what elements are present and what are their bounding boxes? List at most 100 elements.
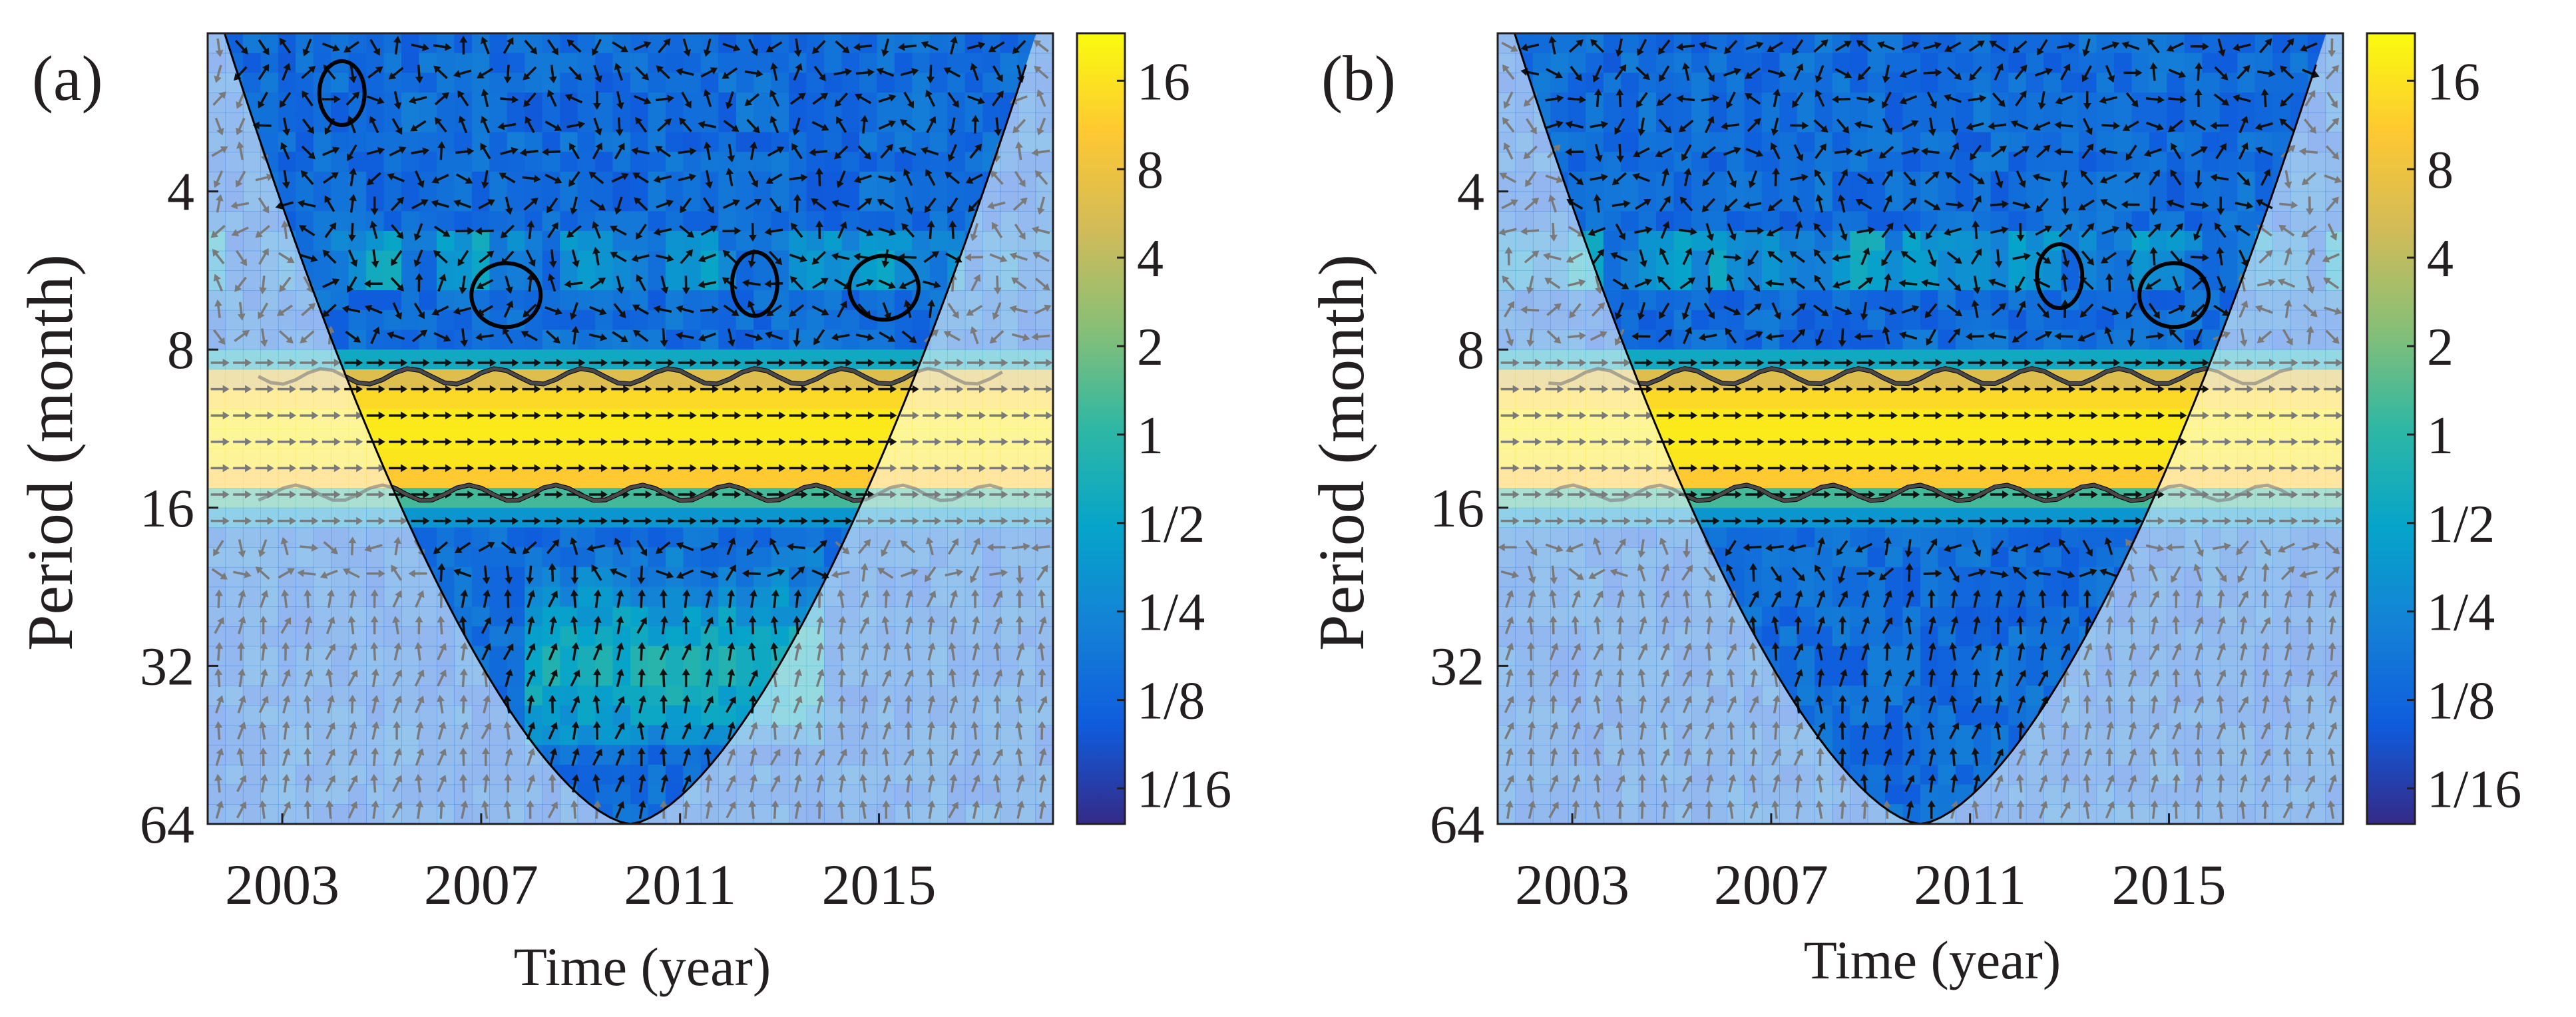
heatmap-cell-faded bbox=[348, 626, 367, 647]
heatmap-cell bbox=[683, 725, 702, 745]
heatmap-cell-faded bbox=[806, 725, 825, 745]
heatmap-cell-faded bbox=[419, 764, 437, 785]
heatmap-cell bbox=[612, 73, 631, 93]
heatmap-cell-faded bbox=[894, 488, 913, 508]
heatmap-cell-faded bbox=[1018, 468, 1036, 489]
heatmap-cell bbox=[753, 527, 772, 548]
heatmap-cell bbox=[859, 171, 878, 192]
heatmap-cell-faded bbox=[242, 666, 261, 686]
heatmap-cell-faded bbox=[525, 784, 543, 805]
heatmap-cell-faded bbox=[260, 686, 279, 706]
heatmap-cell-faded bbox=[489, 725, 508, 745]
heatmap-cell-faded bbox=[1018, 488, 1036, 508]
heatmap-cell bbox=[560, 409, 578, 429]
heatmap-cell bbox=[700, 309, 719, 331]
heatmap-cell bbox=[260, 53, 279, 73]
heatmap-cell-faded bbox=[242, 784, 261, 805]
heatmap-cell bbox=[683, 349, 702, 370]
heatmap-cell bbox=[313, 211, 331, 232]
heatmap-cell-faded bbox=[313, 468, 331, 489]
heatmap-cell bbox=[595, 764, 614, 785]
heatmap-cell-faded bbox=[824, 764, 843, 785]
heatmap-cell bbox=[648, 53, 666, 73]
heatmap-cell bbox=[877, 389, 895, 409]
heatmap-cell-faded bbox=[278, 389, 296, 409]
heatmap-cell-faded bbox=[982, 488, 1001, 508]
heatmap-cell bbox=[454, 349, 473, 370]
heatmap-cell-faded bbox=[947, 666, 966, 686]
heatmap-cell bbox=[489, 626, 508, 647]
heatmap-cell bbox=[824, 507, 843, 528]
heatmap-cell bbox=[753, 507, 772, 528]
heatmap-cell bbox=[489, 606, 508, 627]
heatmap-cell bbox=[437, 171, 455, 192]
heatmap-cell-faded bbox=[383, 606, 402, 627]
heatmap-cell bbox=[894, 73, 913, 93]
heatmap-cell bbox=[665, 666, 684, 686]
heatmap-cell-faded bbox=[912, 429, 931, 449]
heatmap-cell bbox=[507, 349, 525, 370]
heatmap-cell bbox=[525, 389, 543, 409]
heatmap-cell-faded bbox=[366, 488, 385, 508]
heatmap-cell-faded bbox=[1035, 429, 1054, 449]
heatmap-cell-faded bbox=[841, 804, 860, 825]
heatmap-cell-faded bbox=[1000, 349, 1018, 370]
heatmap-cell bbox=[366, 33, 385, 54]
heatmap-cell bbox=[383, 132, 402, 152]
heatmap-cell bbox=[525, 409, 543, 429]
heatmap-cell-faded bbox=[841, 725, 860, 745]
heatmap-cell-faded bbox=[313, 448, 331, 469]
heatmap-cell-faded bbox=[929, 507, 948, 528]
heatmap-cell-faded bbox=[912, 705, 931, 726]
heatmap-cell bbox=[542, 705, 560, 726]
heatmap-cell-faded bbox=[296, 626, 314, 647]
heatmap-cell-faded bbox=[507, 804, 525, 825]
heatmap-cell-faded bbox=[912, 804, 931, 825]
heatmap-cell bbox=[877, 152, 895, 172]
heatmap-cell bbox=[419, 409, 437, 429]
heatmap-cell bbox=[577, 429, 596, 449]
heatmap-cell-faded bbox=[260, 349, 279, 370]
heatmap-cell-faded bbox=[208, 468, 226, 489]
heatmap-cell-faded bbox=[1035, 626, 1054, 647]
heatmap-cell bbox=[718, 211, 737, 232]
heatmap-cell bbox=[841, 468, 860, 489]
heatmap-cell-faded bbox=[383, 784, 402, 805]
heatmap-cell-faded bbox=[841, 646, 860, 666]
heatmap-cell-faded bbox=[894, 784, 913, 805]
heatmap-cell bbox=[612, 93, 631, 113]
heatmap-cell-faded bbox=[260, 429, 279, 449]
heatmap-cell-faded bbox=[208, 507, 226, 528]
heatmap-cell-faded bbox=[313, 389, 331, 409]
heatmap-cell-faded bbox=[1000, 764, 1018, 785]
heatmap-cell bbox=[401, 329, 420, 350]
heatmap-cell-faded bbox=[806, 784, 825, 805]
heatmap-cell bbox=[630, 250, 649, 271]
heatmap-cell bbox=[383, 429, 402, 449]
heatmap-cell bbox=[383, 93, 402, 113]
heatmap-cell-faded bbox=[296, 566, 314, 588]
heatmap-cell bbox=[789, 448, 807, 469]
heatmap-cell bbox=[947, 33, 966, 54]
heatmap-cell-faded bbox=[208, 309, 226, 331]
heatmap-cell bbox=[612, 705, 631, 726]
heatmap-cell bbox=[683, 646, 702, 666]
heatmap-cell bbox=[366, 211, 385, 232]
heatmap-cell bbox=[507, 73, 525, 93]
heatmap-cell bbox=[454, 250, 473, 271]
heatmap-cell-faded bbox=[313, 547, 331, 568]
heatmap-cell bbox=[260, 93, 279, 113]
heatmap-cell-faded bbox=[894, 626, 913, 647]
heatmap-cell-faded bbox=[331, 626, 349, 647]
heatmap-cell-faded bbox=[1000, 745, 1018, 765]
heatmap-cell bbox=[560, 211, 578, 232]
heatmap-cell-faded bbox=[982, 507, 1001, 528]
heatmap-cell-faded bbox=[947, 429, 966, 449]
heatmap-cell bbox=[736, 132, 754, 152]
heatmap-cell bbox=[383, 211, 402, 232]
heatmap-cell bbox=[929, 270, 948, 291]
heatmap-cell bbox=[806, 448, 825, 469]
heatmap-cell bbox=[595, 409, 614, 429]
heatmap-cell-faded bbox=[313, 764, 331, 785]
heatmap-cell-faded bbox=[489, 764, 508, 785]
